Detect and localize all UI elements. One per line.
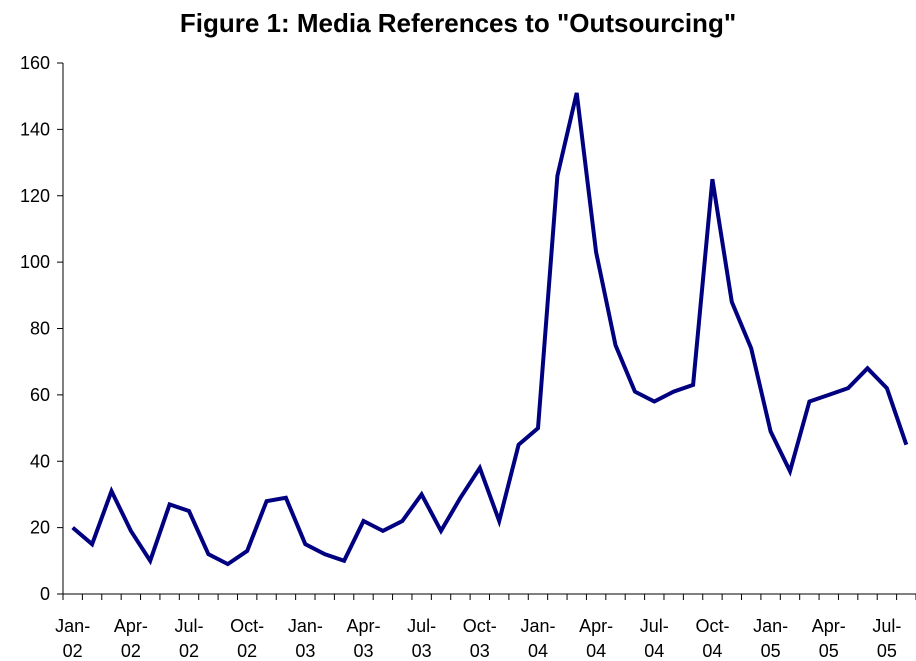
x-tick-label: Jan-03 [288,616,323,661]
x-tick-label: Jul-02 [175,616,204,661]
series-line [71,92,909,567]
x-tick-label: Jul-04 [640,616,669,661]
y-tick-label: 20 [30,518,50,538]
y-tick-label: 60 [30,385,50,405]
x-tick-label: Oct-02 [230,616,264,661]
x-tick-label: Apr-03 [346,616,380,661]
x-tick-label: Jul-05 [872,616,901,661]
series-group [71,92,909,567]
x-tick-label: Jan-05 [753,616,788,661]
x-tick-label: Jan-02 [55,616,90,661]
x-tick-label: Jan-04 [520,616,555,661]
y-tick-label: 160 [20,53,50,73]
y-tick-label: 100 [20,252,50,272]
x-tick-label: Apr-02 [114,616,148,661]
y-tick-label: 80 [30,319,50,339]
x-tick-label: Oct-04 [695,616,729,661]
y-axis: 0 20 40 60 80 100 120 140 160 [20,53,64,604]
x-tick-label: Oct-03 [463,616,497,661]
chart-title: Figure 1: Media References to "Outsourci… [179,8,737,38]
y-tick-label: 40 [30,451,50,471]
y-tick-label: 0 [40,584,50,604]
x-tick-label: Jul-03 [407,616,436,661]
y-tick-label: 140 [20,119,50,139]
y-tick-label: 120 [20,186,50,206]
x-tick-label: Apr-05 [812,616,846,661]
x-axis: Jan-02 Apr-02 Jul-02 Oct-02 Jan-03 Apr-03 Jul-… [55,593,916,661]
x-tick-label: Apr-04 [579,616,613,661]
